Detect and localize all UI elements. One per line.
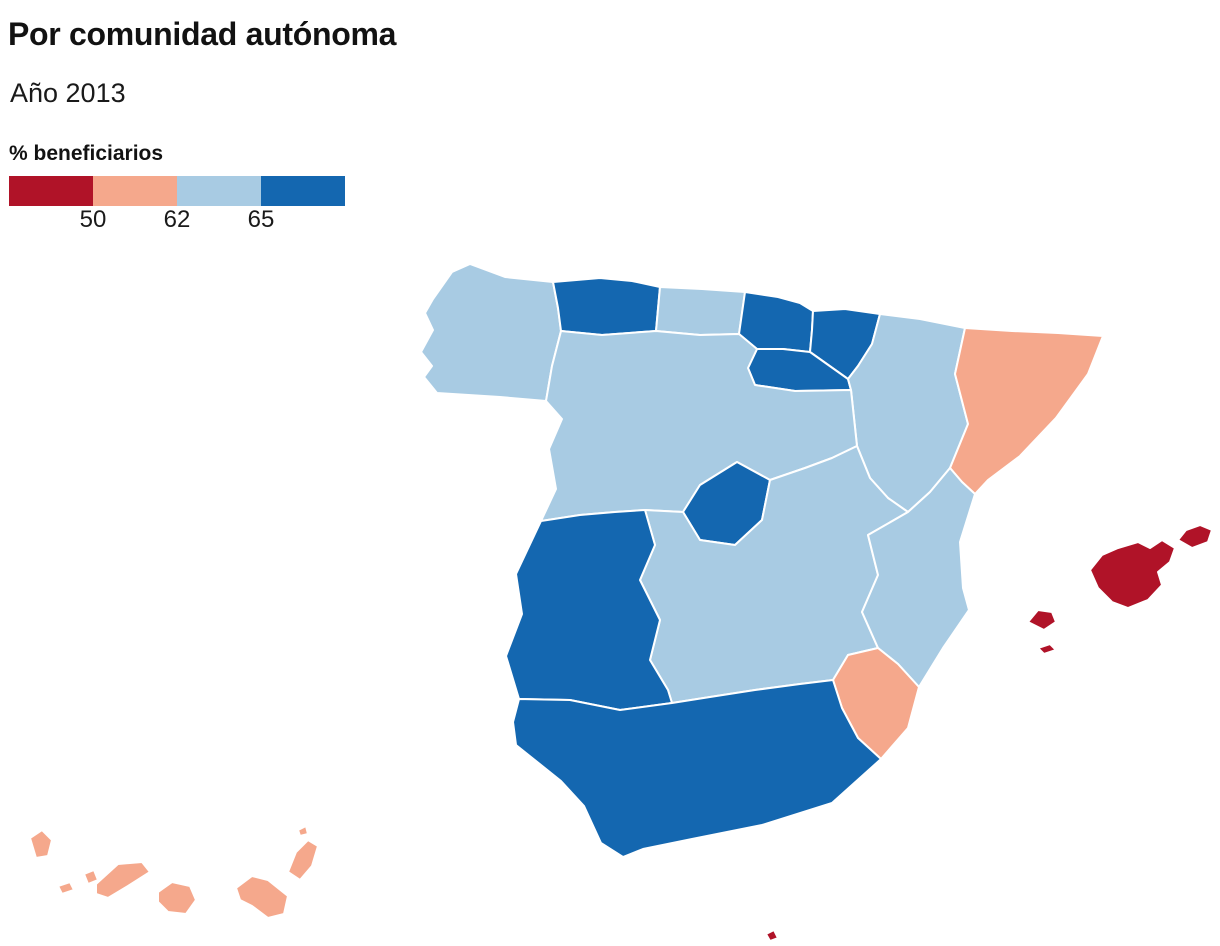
page-title: Por comunidad autónoma: [8, 16, 397, 52]
region-asturias[interactable]: [552, 277, 661, 336]
region-baleares[interactable]: [1027, 524, 1213, 655]
legend-swatch-row: [9, 176, 345, 206]
island-mallorca[interactable]: [1089, 539, 1176, 609]
legend-swatch-lightblue: [177, 176, 261, 206]
region-cantabria[interactable]: [655, 286, 746, 336]
region-extremadura[interactable]: [505, 509, 673, 711]
island-el-hierro[interactable]: [57, 881, 75, 895]
island-fuerteventura[interactable]: [235, 875, 289, 919]
island-la-gomera[interactable]: [83, 869, 99, 885]
region-galicia[interactable]: [420, 263, 562, 402]
island-la-graciosa[interactable]: [297, 825, 309, 837]
island-formentera[interactable]: [1037, 643, 1057, 655]
island-tenerife[interactable]: [95, 861, 151, 899]
subtitle: Año 2013: [10, 78, 126, 108]
region-comunidad-valenciana[interactable]: [861, 467, 976, 688]
legend-swatch-red: [9, 176, 93, 206]
legend-tick-50: 50: [79, 206, 107, 233]
region-canarias[interactable]: [29, 825, 319, 919]
legend-tick-62: 62: [163, 206, 191, 233]
island-ibiza[interactable]: [1027, 609, 1057, 631]
legend-swatch-salmon: [93, 176, 177, 206]
legend-ticks: 50 62 65: [9, 206, 349, 236]
island-la-palma[interactable]: [29, 829, 53, 859]
island-lanzarote[interactable]: [287, 839, 319, 881]
island-gran-canaria[interactable]: [157, 881, 197, 915]
region-cataluna[interactable]: [949, 327, 1104, 495]
region-andalucia[interactable]: [512, 679, 882, 858]
legend-swatch-darkblue: [261, 176, 345, 206]
region-ceuta[interactable]: [765, 929, 779, 942]
legend-label: % beneficiarios: [9, 142, 164, 165]
island-menorca[interactable]: [1177, 524, 1213, 549]
legend-tick-65: 65: [247, 206, 275, 233]
